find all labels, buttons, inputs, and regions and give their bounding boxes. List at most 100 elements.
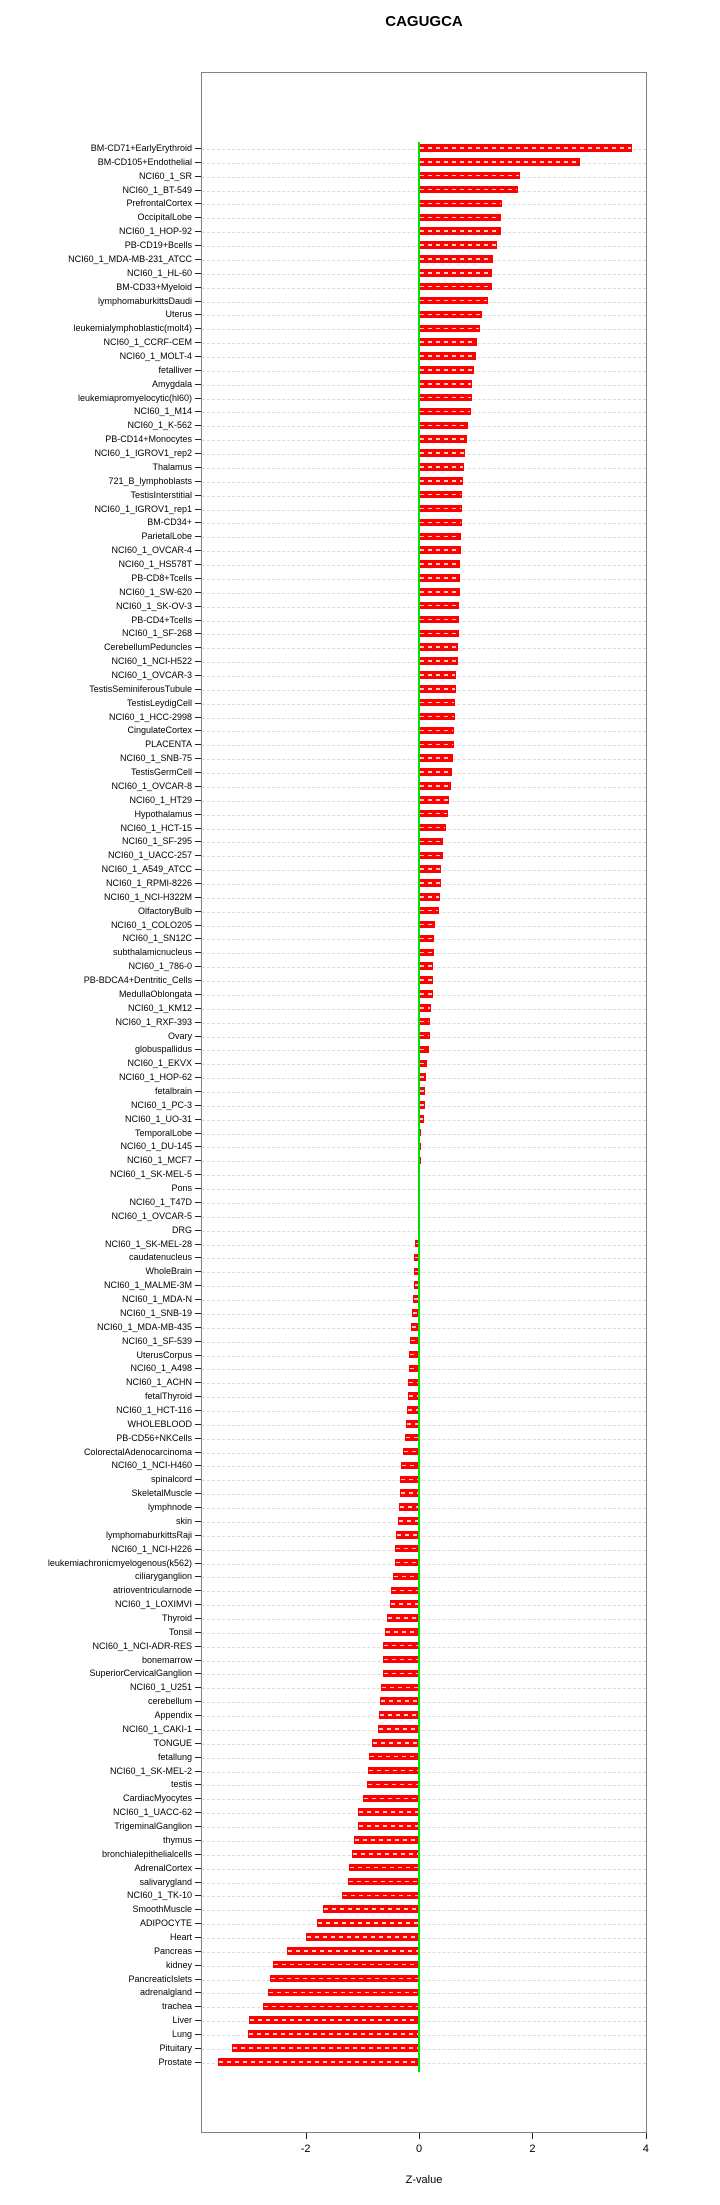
category-label: NCI60_1_TK-10 <box>126 1890 192 1901</box>
bar-dash-pattern <box>367 1783 418 1786</box>
category-tick <box>195 758 201 760</box>
category-label: TestisInterstitial <box>130 489 192 500</box>
category-tick <box>195 1035 201 1037</box>
row-gridline <box>202 1785 646 1787</box>
category-tick <box>195 1354 201 1356</box>
row-gridline <box>202 1397 646 1399</box>
category-label: NCI60_1_MDA-N <box>121 1294 192 1305</box>
bar <box>419 671 457 679</box>
bar <box>380 1697 419 1705</box>
category-tick <box>195 785 201 787</box>
bar <box>316 1919 419 1927</box>
row-gridline <box>202 1327 646 1329</box>
row-gridline <box>202 1937 646 1939</box>
bar-dash-pattern <box>274 1963 418 1966</box>
category-label: NCI60_1_SK-MEL-2 <box>109 1765 192 1776</box>
category-label: Heart <box>169 1931 192 1942</box>
category-label: Thyroid <box>161 1613 192 1623</box>
bar <box>323 1905 419 1913</box>
bar-dash-pattern <box>420 674 456 676</box>
category-tick <box>195 702 201 704</box>
bar-dash-pattern <box>414 1270 418 1273</box>
category-tick <box>195 536 201 538</box>
category-label: Pons <box>171 1183 192 1194</box>
category-label: NCI60_1_OVCAR-5 <box>111 1210 192 1221</box>
bar-dash-pattern <box>420 174 519 177</box>
category-tick <box>195 1215 201 1217</box>
bar-dash-pattern <box>420 785 450 787</box>
bar <box>419 407 471 416</box>
category-label: testis <box>170 1779 192 1790</box>
category-tick <box>195 952 201 954</box>
bar <box>399 1503 419 1511</box>
x-axis-tick-label: 4 <box>642 2143 649 2155</box>
category-label: PB-CD8+Tcells <box>131 572 192 583</box>
category-label: subthalamicnucleus <box>112 947 192 958</box>
category-tick <box>195 175 201 177</box>
bar-dash-pattern <box>218 2061 418 2063</box>
bar <box>407 1378 419 1386</box>
category-label: NCI60_1_HS578T <box>118 559 192 570</box>
category-label: OlfactoryBulb <box>137 905 192 916</box>
bar-dash-pattern <box>420 896 439 898</box>
bar-dash-pattern <box>420 1090 425 1092</box>
category-label: NCI60_1_PC-3 <box>130 1099 192 1110</box>
bar <box>390 1586 419 1595</box>
category-label: NCI60_1_SNB-19 <box>119 1307 192 1318</box>
row-gridline <box>202 1549 646 1551</box>
bar <box>419 1004 432 1012</box>
bar <box>419 227 501 235</box>
category-tick <box>195 2061 201 2063</box>
bar <box>419 990 433 998</box>
category-label: fetalbrain <box>154 1086 192 1097</box>
category-label: NCI60_1_CCRF-CEM <box>103 337 192 348</box>
category-tick <box>195 1867 201 1869</box>
bar-dash-pattern <box>420 549 460 551</box>
bar <box>419 782 451 790</box>
row-gridline <box>202 2048 646 2050</box>
bar <box>419 754 454 762</box>
category-label: PB-CD4+Tcells <box>131 614 192 625</box>
bar-dash-pattern <box>409 1367 418 1370</box>
category-tick <box>195 1687 201 1689</box>
bar-dash-pattern <box>420 646 458 648</box>
bar-dash-pattern <box>420 230 500 232</box>
category-tick <box>195 883 201 884</box>
category-label: NCI60_1_HCT-116 <box>116 1404 192 1415</box>
row-gridline <box>202 1535 646 1537</box>
bar <box>419 449 466 457</box>
category-label: fetalliver <box>158 364 192 375</box>
category-tick <box>195 300 201 302</box>
row-gridline <box>202 1840 646 1842</box>
category-label: TestisGermCell <box>130 767 192 778</box>
category-tick <box>195 730 201 732</box>
bar-dash-pattern <box>420 951 433 954</box>
row-gridline <box>202 1189 646 1191</box>
category-label: WHOLEBLOOD <box>127 1418 192 1429</box>
bar-dash-pattern <box>263 2005 418 2008</box>
bar <box>379 1711 419 1719</box>
row-gridline <box>202 1563 646 1565</box>
category-label: NCI60_1_MDA-MB-231_ATCC <box>68 253 192 264</box>
bar-dash-pattern <box>380 1714 418 1716</box>
bar <box>415 1239 419 1248</box>
bar-dash-pattern <box>343 1894 418 1897</box>
row-gridline <box>202 1605 646 1607</box>
bar-dash-pattern <box>420 383 472 385</box>
row-gridline <box>202 1771 646 1773</box>
category-label: fetallung <box>157 1751 192 1762</box>
bar-dash-pattern <box>400 1492 418 1494</box>
bar <box>395 1531 419 1539</box>
bar-dash-pattern <box>250 2019 418 2021</box>
bar <box>306 1933 419 1941</box>
category-label: NCI60_1_HCT-15 <box>120 822 192 833</box>
category-tick <box>195 1423 201 1425</box>
bar-dash-pattern <box>384 1644 418 1647</box>
bar <box>399 1489 419 1497</box>
category-label: NCI60_1_SR <box>138 170 192 181</box>
row-gridline <box>202 1729 646 1731</box>
category-label: SmoothMuscle <box>132 1904 192 1915</box>
category-tick <box>195 1437 201 1439</box>
bar <box>371 1739 419 1747</box>
category-tick <box>195 1077 201 1079</box>
